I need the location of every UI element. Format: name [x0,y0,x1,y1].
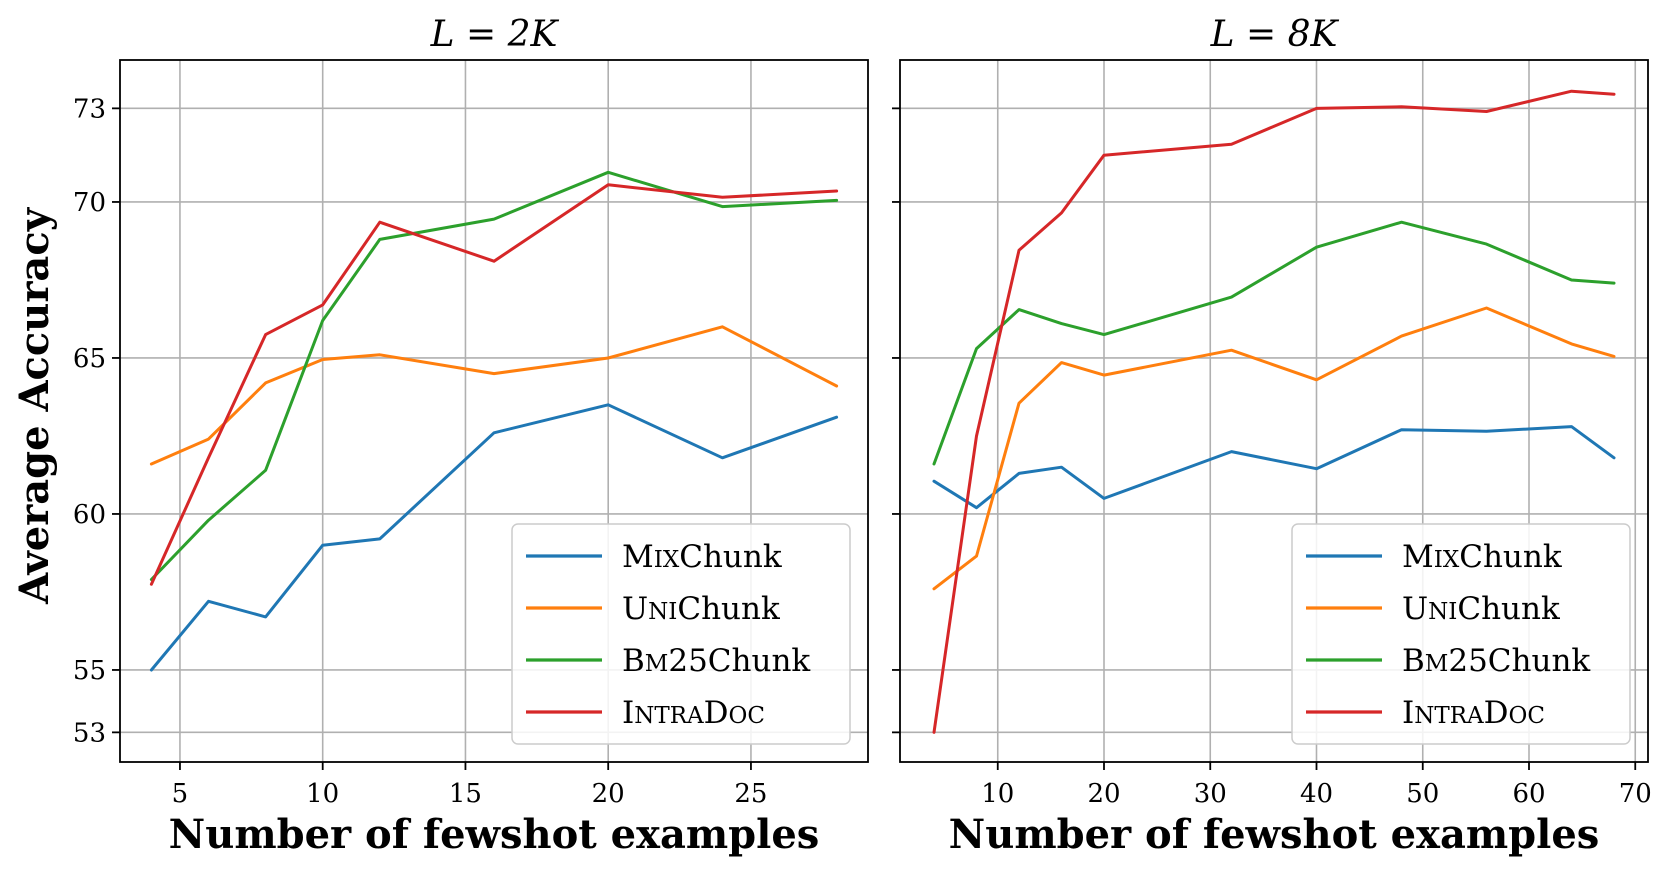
panel-right-8k: 10 20 30 40 50 60 70 L = 8K Number of fewshot ex… [892,14,1652,858]
x-tick-label: 50 [1406,779,1439,809]
y-tick-label: 65 [73,344,106,374]
plot-frame [899,59,1649,763]
series-line-bm25chunk [149,170,839,581]
y-tick-label: 70 [73,188,106,218]
x-tick-label: 10 [981,779,1014,809]
legend-label: UNIChunk [622,591,780,627]
x-axis-label: Number of fewshot examples [949,811,1600,858]
x-tick-label: 10 [306,779,339,809]
x-axis-label: Number of fewshot examples [169,811,820,858]
x-tick-label: 5 [172,779,189,809]
x-tick-label: 30 [1194,779,1227,809]
x-tick-label: 20 [592,779,625,809]
panel-title: L = 8K [1210,14,1340,55]
x-tick-label: 70 [1619,779,1652,809]
legend-label: INTRADOC [622,695,765,731]
legend-label: BM25Chunk [622,643,810,679]
series-line-intradoc [932,89,1616,734]
y-tick-label: 60 [73,500,106,530]
y-tick-label: 73 [73,94,106,124]
legend-label: MIXChunk [622,539,782,575]
y-tick-label: 53 [73,718,106,748]
series-line-bm25chunk [932,220,1616,466]
panel-title: L = 2K [430,14,560,55]
legend-label: MIXChunk [1402,539,1562,575]
legend: MIXChunk UNIChunk BM25Chunk INTRADOC [1291,523,1631,745]
x-tick-label: 20 [1087,779,1120,809]
series-line-unichunk [932,306,1616,591]
legend-label: BM25Chunk [1402,643,1590,679]
legend-label: UNIChunk [1402,591,1560,627]
legend-label: INTRADOC [1402,695,1545,731]
y-tick-label: 55 [73,656,106,686]
x-tick-label: 40 [1300,779,1333,809]
series-line-mixchunk [149,403,839,672]
x-tick-label: 60 [1512,779,1545,809]
legend-box [511,523,851,745]
x-tick-label: 15 [449,779,482,809]
series-line-mixchunk [932,425,1616,510]
x-tick-label: 25 [734,779,767,809]
series-line-intradoc [149,183,839,586]
panel-left-2k: 5 10 15 20 25 53 55 60 65 70 73 L = 2K Number of few… [73,14,869,858]
y-axis-label: Average Accuracy [11,206,58,605]
legend: MIXChunk UNIChunk BM25Chunk INTRADOC [511,523,851,745]
series-line-unichunk [149,325,839,466]
legend-box [1291,523,1631,745]
plot-frame [119,59,869,763]
